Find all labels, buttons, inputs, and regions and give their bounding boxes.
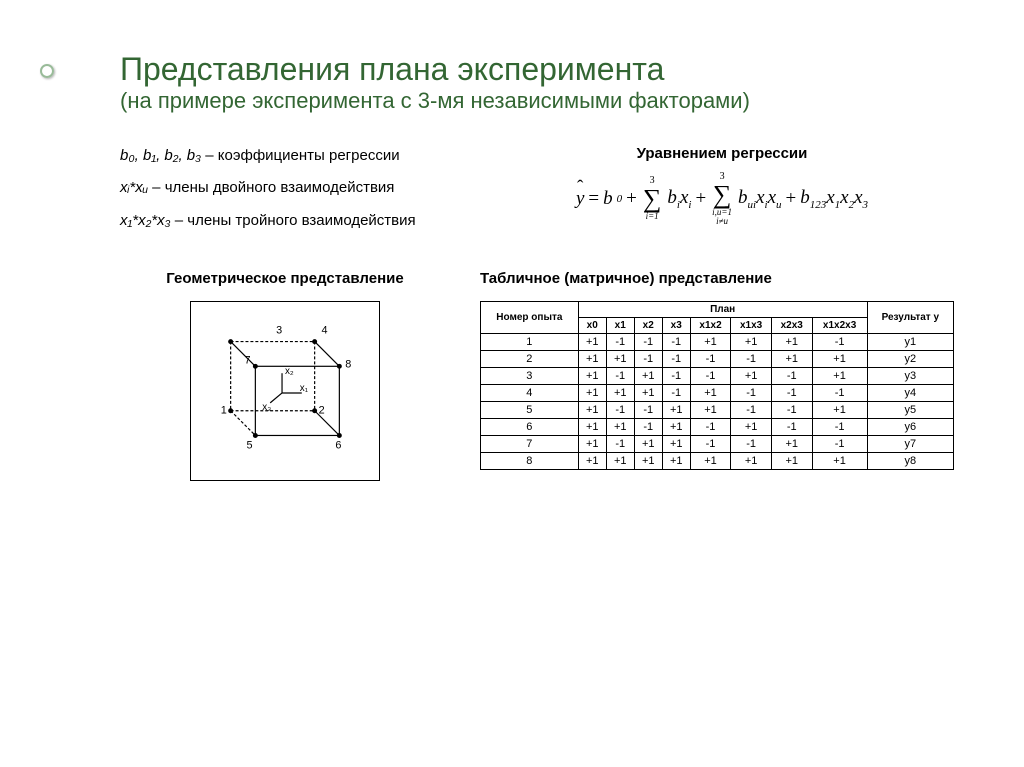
cube-svg: 3 4 1 2 7 8 5 6 x₁ x₂ x₃ <box>201 311 369 471</box>
table-row: 1+1-1-1-1+1+1+1-1y1 <box>481 334 954 351</box>
table-row: 6+1+1-1+1-1+1-1-1y6 <box>481 419 954 436</box>
title-block: Представления плана эксперимента (на при… <box>120 50 954 115</box>
geometric-heading: Геометрическое представление <box>120 270 450 287</box>
equation-block: Уравнением регрессии y = b0 + 3∑i=1 bixi… <box>490 145 954 243</box>
svg-text:1: 1 <box>221 405 227 417</box>
regression-equation: y = b0 + 3∑i=1 bixi + 3∑i,u=1i≠u buixixu… <box>490 172 954 226</box>
slide-bullet-icon <box>40 64 54 78</box>
svg-text:4: 4 <box>322 325 328 337</box>
cube-diagram: 3 4 1 2 7 8 5 6 x₁ x₂ x₃ <box>190 301 380 481</box>
table-row: 2+1+1-1-1-1-1+1+1y2 <box>481 351 954 368</box>
design-matrix-table: Номер опыта План Результат y x0x1x2x3x1x… <box>480 301 954 470</box>
th-num: Номер опыта <box>481 302 579 334</box>
table-block: Табличное (матричное) представление Номе… <box>480 270 954 481</box>
svg-text:8: 8 <box>345 359 351 371</box>
def-double-interaction: xᵢ*xᵤ – члены двойного взаимодействия <box>120 177 450 200</box>
def-triple-interaction: x₁*x₂*x₃ – члены тройного взаимодействия <box>120 210 450 233</box>
svg-text:x₂: x₂ <box>285 366 294 377</box>
svg-text:x₁: x₁ <box>300 383 309 394</box>
svg-text:7: 7 <box>244 355 250 367</box>
th-col: x2x3 <box>771 318 812 334</box>
def-coefficients: b₀, b₁, b₂, b₃ – коэффициенты регрессии <box>120 145 450 168</box>
th-col: x1 <box>606 318 634 334</box>
svg-text:5: 5 <box>246 440 252 452</box>
geometric-block: Геометрическое представление <box>120 270 450 481</box>
slide-title: Представления плана эксперимента <box>120 50 954 88</box>
th-col: x2 <box>634 318 662 334</box>
table-row: 5+1-1-1+1+1-1-1+1y5 <box>481 402 954 419</box>
th-result: Результат y <box>867 302 953 334</box>
upper-row: b₀, b₁, b₂, b₃ – коэффициенты регрессии … <box>120 145 954 243</box>
table-heading: Табличное (матричное) представление <box>480 270 954 287</box>
svg-text:x₃: x₃ <box>262 402 271 413</box>
table-row: 3+1-1+1-1-1+1-1+1y3 <box>481 368 954 385</box>
th-plan: План <box>578 302 867 318</box>
table-row: 8+1+1+1+1+1+1+1+1y8 <box>481 453 954 470</box>
th-col: x1x3 <box>731 318 772 334</box>
lower-row: Геометрическое представление <box>120 270 954 481</box>
th-col: x1x2 <box>690 318 731 334</box>
svg-text:2: 2 <box>319 405 325 417</box>
equation-heading: Уравнением регрессии <box>490 145 954 162</box>
svg-text:6: 6 <box>335 440 341 452</box>
svg-text:3: 3 <box>276 325 282 337</box>
table-row: 4+1+1+1-1+1-1-1-1y4 <box>481 385 954 402</box>
slide-subtitle: (на примере эксперимента с 3-мя независи… <box>120 88 954 114</box>
th-col: x0 <box>578 318 606 334</box>
th-col: x1x2x3 <box>812 318 867 334</box>
definitions-block: b₀, b₁, b₂, b₃ – коэффициенты регрессии … <box>120 145 450 243</box>
table-row: 7+1-1+1+1-1-1+1-1y7 <box>481 436 954 453</box>
th-col: x3 <box>662 318 690 334</box>
